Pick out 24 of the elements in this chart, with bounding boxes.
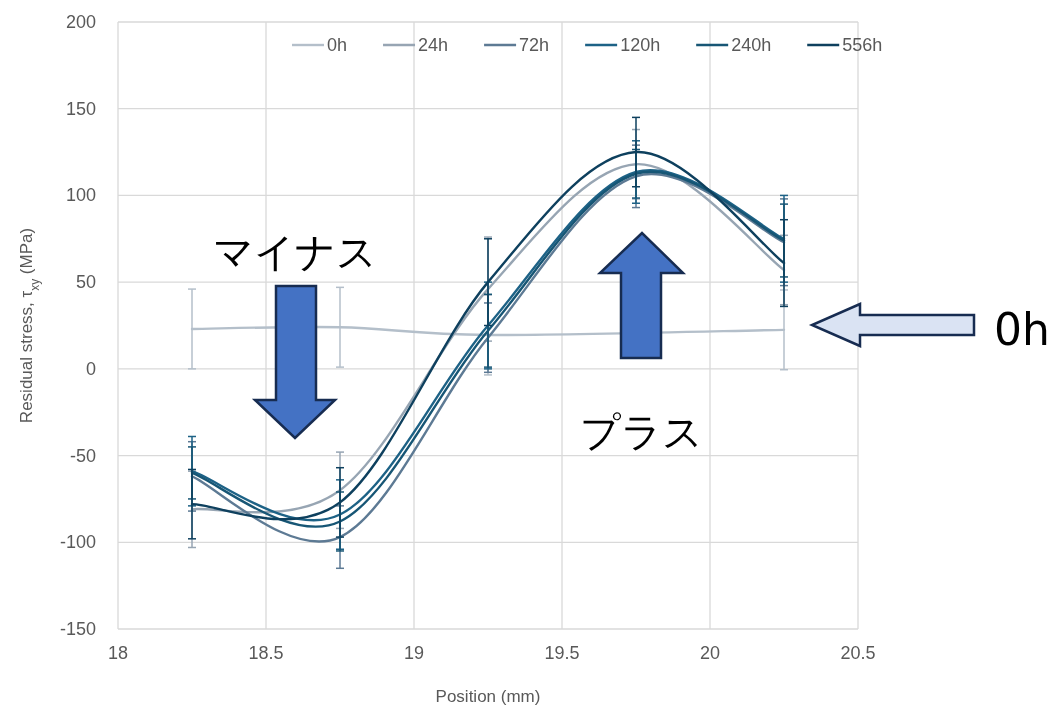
annotation: マイナス — [213, 229, 377, 275]
y-tick-label: -50 — [69, 445, 96, 466]
legend-label: 120h — [620, 35, 661, 55]
y-tick-label: -100 — [59, 532, 96, 553]
x-tick-label: 18 — [107, 643, 129, 663]
x-axis-title: Position (mm) — [435, 687, 541, 706]
x-tick-label: 19 — [403, 643, 425, 663]
x-tick-label: 18.5 — [248, 643, 284, 663]
legend-label: 240h — [731, 35, 772, 55]
y-tick-label: 150 — [65, 98, 96, 119]
y-tick-label: 0 — [85, 358, 96, 379]
y-tick-label: -150 — [59, 619, 96, 639]
x-tick-label: 19.5 — [544, 643, 580, 663]
legend-label: 556h — [842, 35, 883, 55]
legend-label: 0h — [327, 35, 348, 55]
x-tick-label: 20 — [699, 643, 721, 663]
legend-label: 72h — [519, 35, 550, 55]
y-tick-label: 200 — [65, 12, 96, 32]
text: 0h — [994, 304, 1050, 355]
x-tick-label: 20.5 — [840, 643, 876, 663]
legend-label: 24h — [418, 35, 449, 55]
y-tick-label: 100 — [65, 185, 96, 206]
y-tick-label: 50 — [75, 272, 96, 293]
annotation: プラス — [579, 409, 703, 455]
